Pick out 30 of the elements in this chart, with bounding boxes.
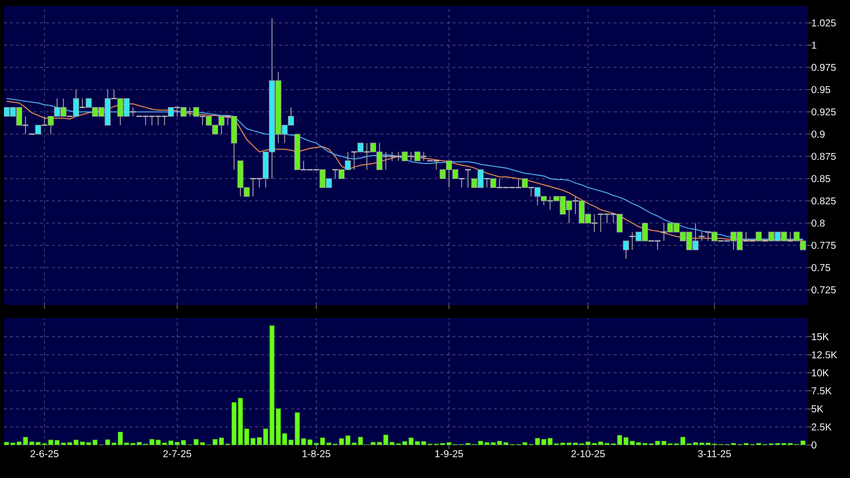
x-tick-label: 1-9-25 <box>435 450 463 458</box>
y-tick-label: 0.825 <box>812 197 836 204</box>
candlestick <box>231 116 238 170</box>
y-tick-label: 0.75 <box>812 264 830 272</box>
candlestick <box>623 240 629 260</box>
y-tick-label: 5K <box>812 405 824 412</box>
y-tick-label: 12.5K <box>812 351 838 358</box>
candlestick <box>73 89 80 117</box>
x-tick-label: 1-8-25 <box>302 450 330 458</box>
y-tick-label: 0.95 <box>812 86 830 94</box>
y-tick-label: 0 <box>812 441 816 449</box>
y-tick-label: 0.875 <box>812 152 836 160</box>
y-tick-label: 2.5K <box>812 423 832 430</box>
y-tick-label: 0.9 <box>812 130 825 138</box>
y-tick-label: 1.025 <box>812 19 836 26</box>
y-tick-label: 0.975 <box>812 64 836 71</box>
y-tick-label: 10K <box>812 369 829 376</box>
y-tick-label: 15K <box>812 333 829 340</box>
y-tick-label: 0.8 <box>812 220 825 227</box>
y-tick-label: 0.85 <box>812 175 830 182</box>
x-tick-label: 2-6-25 <box>30 450 58 458</box>
candlestick <box>464 169 472 188</box>
x-tick-label: 2-10-25 <box>571 450 605 458</box>
y-tick-label: 0.725 <box>812 286 836 294</box>
x-tick-label: 3-11-25 <box>698 450 731 458</box>
y-tick-label: 7.5K <box>812 387 832 394</box>
x-tick-label: 2-7-25 <box>163 450 192 458</box>
y-tick-label: 0.925 <box>812 108 836 116</box>
y-tick-label: 1 <box>812 42 816 49</box>
y-tick-label: 0.775 <box>812 242 836 249</box>
